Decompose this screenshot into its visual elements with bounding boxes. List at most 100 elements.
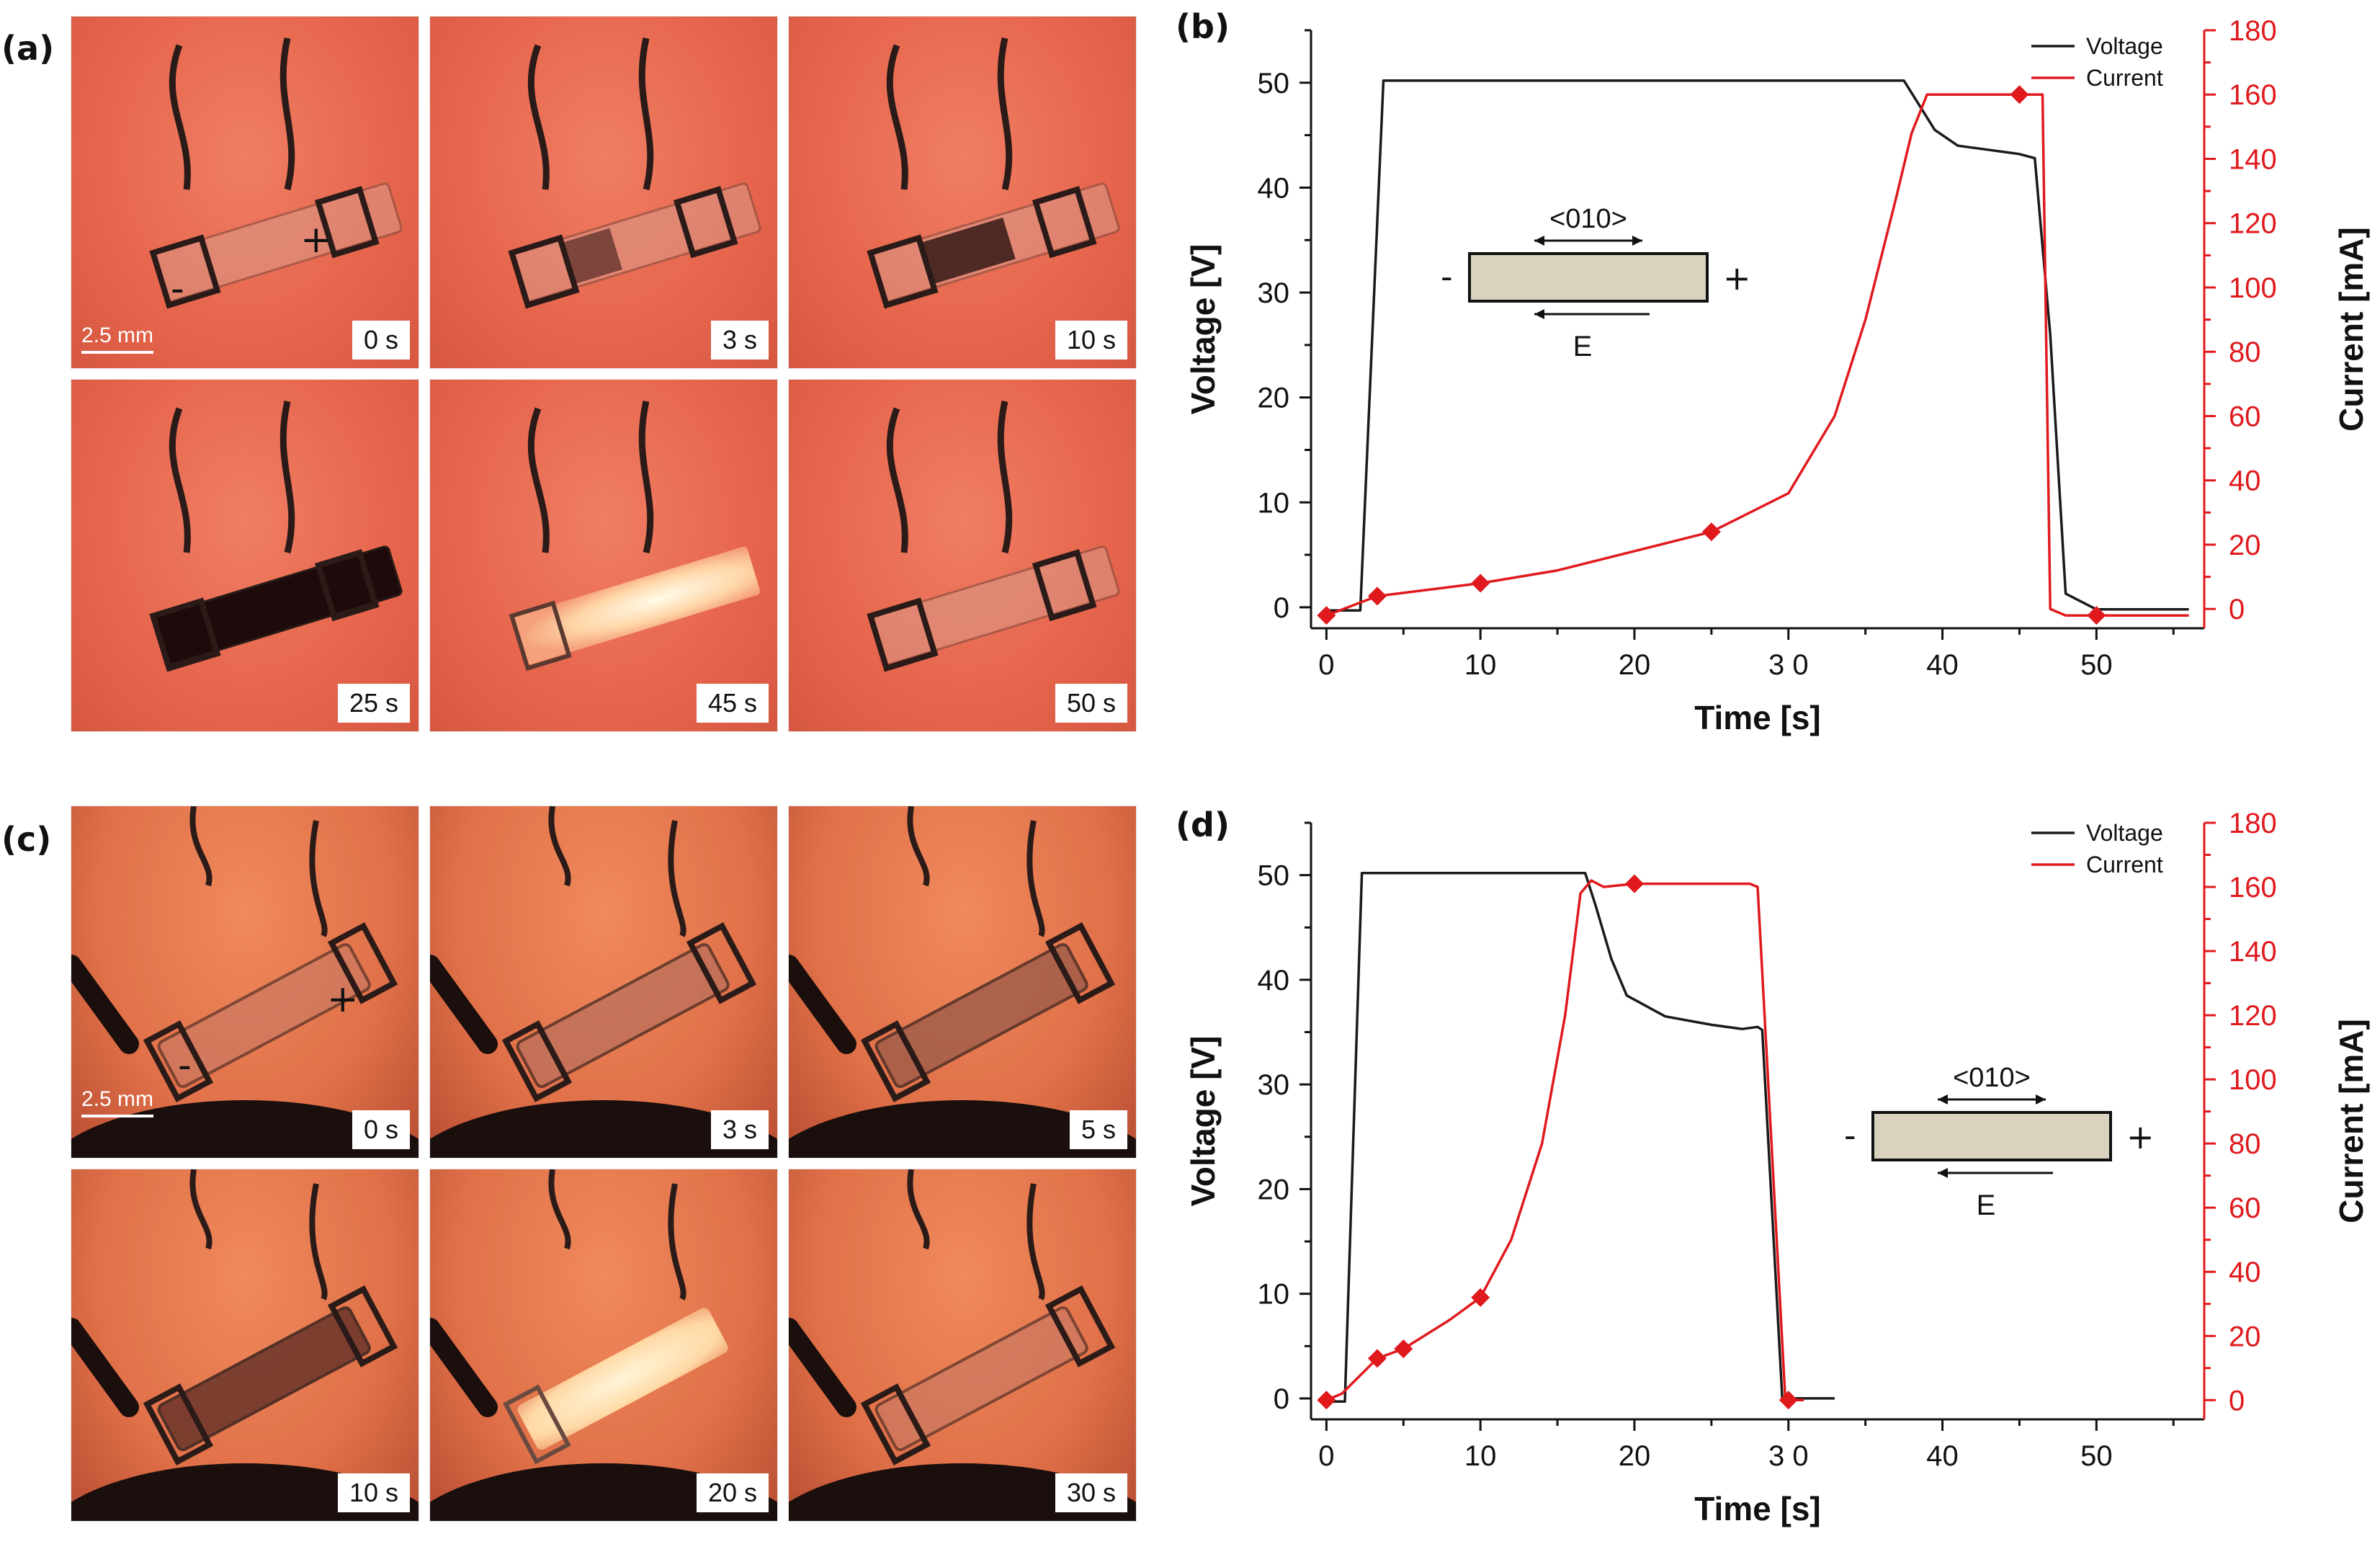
y2-tick-label: 80	[2229, 1128, 2261, 1160]
x-tick-label: 0	[1318, 649, 1334, 681]
time-label: 20 s	[696, 1473, 769, 1512]
sample-illustration	[430, 1169, 728, 1465]
scale-label: 2.5 mm	[81, 1087, 154, 1111]
data-marker	[1701, 522, 1721, 542]
photo-frame: 50 s	[788, 379, 1137, 732]
photo-frame: 3 s	[429, 16, 778, 369]
time-label: 10 s	[1055, 321, 1127, 360]
data-marker	[1317, 606, 1336, 625]
y-tick-label: 30	[1258, 1069, 1290, 1101]
sample-illustration	[71, 806, 398, 1102]
y-tick-label: 0	[1274, 592, 1289, 624]
field-label: E	[1977, 1190, 1996, 1221]
time-label: 10 s	[337, 1473, 410, 1512]
y-tick-label: 40	[1258, 172, 1290, 204]
series-line-voltage	[1326, 871, 1835, 1404]
legend-label: Voltage	[2086, 33, 2163, 59]
photo-frame: 10 s	[788, 16, 1137, 369]
chart-d-svg: 0 10 20 3 0 40 500102030405002040608010012014…	[1184, 808, 2370, 1527]
arrow-head-right	[2036, 1094, 2046, 1105]
x-tick-label: 50	[2080, 649, 2113, 681]
data-marker	[1624, 874, 1644, 893]
y2-tick-label: 20	[2229, 530, 2261, 561]
y2-tick-label: 60	[2229, 401, 2261, 432]
series-line-current	[1325, 93, 2189, 617]
y-axis-label: Voltage [V]	[1184, 1036, 1222, 1207]
chart-b: 0 10 20 3 0 40 50 0 10 20 30 40 50 0 20 40 60 80 100 120 14…	[1167, 14, 2377, 767]
x-axis-label: Time [s]	[1694, 699, 1821, 736]
x-tick-label: 40	[1926, 1440, 1959, 1472]
data-marker	[1367, 1349, 1387, 1368]
x-tick-label: 3 0	[1768, 649, 1809, 681]
y-tick-label: 50	[1258, 68, 1290, 99]
inset-direction-label: <010>	[1549, 204, 1627, 234]
panel-label-a: (a)	[1, 29, 55, 68]
photo-frame: 20 s	[429, 1169, 778, 1522]
inset-minus-sign: -	[1441, 257, 1453, 296]
data-marker	[1471, 574, 1490, 593]
x-tick-label: 40	[1926, 649, 1959, 681]
y-tick-label: 30	[1258, 277, 1290, 309]
y2-tick-label: 100	[2229, 1064, 2277, 1096]
photo-frame: 25 s	[71, 379, 419, 732]
time-label: 25 s	[337, 684, 410, 723]
y-tick-label: 10	[1258, 1279, 1290, 1311]
plus-sign: +	[300, 218, 332, 262]
scale-label: 2.5 mm	[81, 323, 154, 347]
photo-frame: 3 s	[429, 806, 778, 1159]
series-line-voltage	[1326, 79, 2189, 612]
arrow-head-left	[1938, 1094, 1948, 1105]
y2-tick-label: 20	[2229, 1321, 2261, 1352]
time-label: 0 s	[352, 321, 410, 360]
photo-grid-a: + - 2.5 mm 0 s 3 s 10 s 25 s	[71, 16, 1137, 732]
photo-frame: + - 2.5 mm 0 s	[71, 806, 419, 1159]
y-tick-label: 20	[1258, 383, 1290, 414]
data-marker	[1317, 1391, 1336, 1410]
y2-tick-label: 120	[2229, 208, 2277, 240]
crystal-bar	[1468, 252, 1709, 303]
field-arrow-head	[1534, 309, 1544, 319]
panel-label-c: (c)	[1, 820, 52, 859]
time-label: 5 s	[1069, 1110, 1127, 1149]
y2-axis-label: Current [mA]	[2332, 1019, 2370, 1223]
y2-tick-label: 140	[2229, 936, 2277, 968]
chart-d: 0 10 20 3 0 40 50 0 10 20 30 40 50 0 20 40 60 80 100 120 14…	[1167, 798, 2377, 1544]
time-label: 30 s	[1055, 1473, 1127, 1512]
sample-illustration	[71, 1169, 398, 1465]
chart-b-svg: 0 10 20 3 0 40 500102030405002040608010012014…	[1184, 15, 2370, 736]
legend-label: Current	[2086, 852, 2163, 878]
data-marker	[2087, 606, 2106, 625]
scale-bar: 2.5 mm	[81, 323, 153, 354]
data-marker	[2010, 85, 2029, 104]
y-tick-label: 50	[1258, 860, 1290, 892]
photo-frame: 30 s	[788, 1169, 1137, 1522]
photo-frame: 10 s	[71, 1169, 419, 1522]
time-label: 50 s	[1055, 684, 1127, 723]
field-arrow-head	[1938, 1168, 1948, 1178]
y2-tick-label: 140	[2229, 143, 2277, 175]
x-tick-label: 50	[2080, 1440, 2113, 1472]
series-line-current	[1325, 879, 1804, 1402]
y2-tick-label: 160	[2229, 79, 2277, 111]
plus-sign: +	[327, 978, 359, 1021]
panel-label-b: (b)	[1176, 7, 1230, 46]
y2-tick-label: 0	[2229, 1385, 2245, 1416]
y2-tick-label: 0	[2229, 594, 2245, 625]
data-marker	[1394, 1339, 1413, 1359]
sample-illustration	[430, 806, 757, 1102]
arrow-head-left	[1534, 236, 1544, 246]
y2-tick-label: 60	[2229, 1192, 2261, 1224]
sample-illustration	[508, 37, 761, 309]
y2-tick-label: 160	[2229, 872, 2277, 903]
photo-frame: 45 s	[429, 379, 778, 732]
y-tick-label: 10	[1258, 487, 1290, 519]
sample-illustration	[149, 37, 403, 309]
panel-label-d: (d)	[1176, 806, 1230, 844]
x-tick-label: 20	[1619, 649, 1651, 681]
sample-illustration	[867, 37, 1120, 309]
y2-tick-label: 100	[2229, 272, 2277, 304]
y2-tick-label: 180	[2229, 808, 2277, 839]
x-tick-label: 10	[1464, 649, 1497, 681]
data-marker	[1471, 1288, 1490, 1307]
y-tick-label: 20	[1258, 1174, 1290, 1205]
